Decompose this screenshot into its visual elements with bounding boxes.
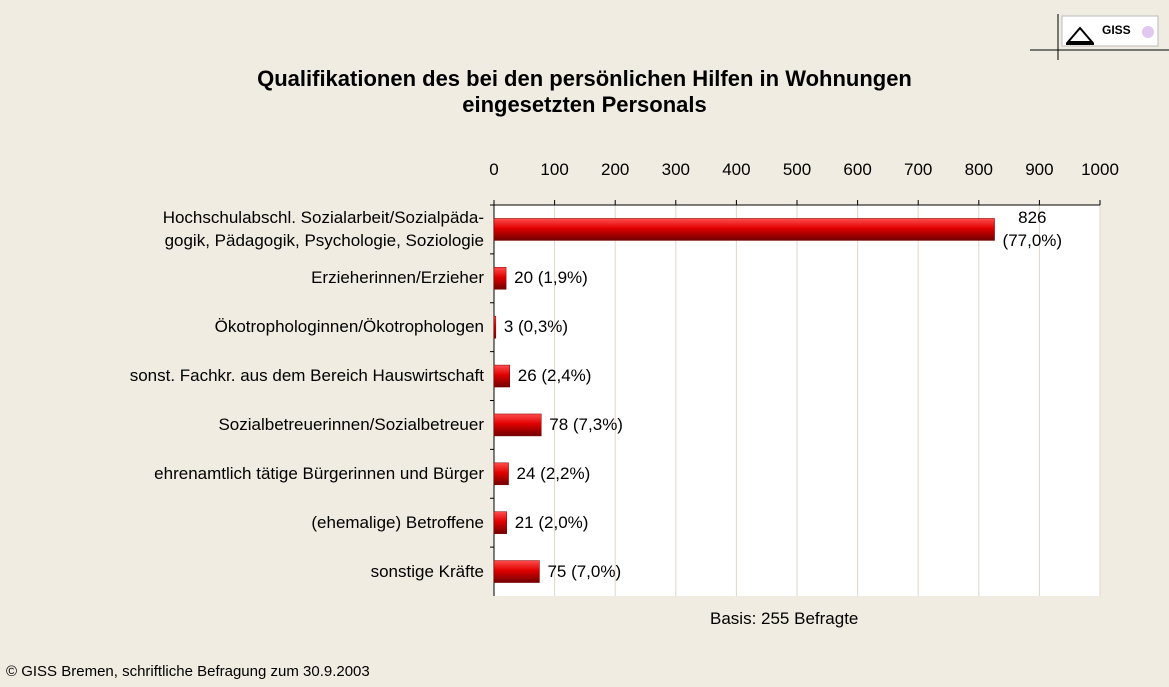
- value-label: 24 (2,2%): [516, 463, 591, 483]
- bar: [493, 364, 511, 388]
- x-tick-label: 600: [843, 160, 872, 179]
- value-label: 3 (0,3%): [503, 317, 569, 337]
- x-tick-label: 200: [601, 160, 630, 179]
- value-label: 75 (7,0%): [547, 561, 622, 581]
- bar: [493, 267, 507, 290]
- x-tick-label: 1000: [1081, 160, 1119, 179]
- y-tick-label: ehrenamtlich tätige Bürgerinnen und Bürg…: [154, 463, 484, 483]
- bar: [493, 511, 507, 534]
- y-tick-label: (ehemalige) Betroffene: [311, 512, 484, 532]
- y-tick-label: Ökotrophologinnen/Ökotrophologen: [214, 317, 484, 337]
- chart-title: Qualifikationen des bei den persönlichen…: [257, 66, 912, 118]
- note: Basis: 255 Befragte: [710, 609, 859, 628]
- bar: [493, 218, 995, 241]
- value-label: 20 (1,9%): [514, 268, 588, 288]
- y-tick-label: Erzieherinnen/Erzieher: [311, 268, 484, 288]
- x-tick-label: 500: [782, 160, 812, 179]
- x-tick-label: 400: [722, 160, 751, 179]
- x-tick-label: 800: [964, 160, 993, 179]
- y-tick-label: sonst. Fachkr. aus dem Bereich Hauswirts…: [129, 366, 484, 386]
- source: © GISS Bremen, schriftliche Befragung zu…: [6, 663, 370, 680]
- bar: [493, 413, 542, 437]
- bar: [493, 560, 540, 583]
- y-tick-label: Hochschulabschl. Sozialarbeit/Sozialpäda…: [162, 208, 484, 250]
- x-tick-label: 700: [904, 160, 933, 179]
- logo-frame: [1030, 14, 1169, 60]
- value-label: 826 (77,0%): [1002, 208, 1063, 250]
- logo-text: GISS: [1102, 23, 1131, 37]
- bar: [493, 315, 497, 339]
- bar: [493, 462, 509, 486]
- value-label: 21 (2,0%): [514, 512, 589, 532]
- value-label: 26 (2,4%): [517, 366, 592, 386]
- x-tick-label: 100: [540, 160, 569, 179]
- value-label: 78 (7,3%): [549, 414, 623, 434]
- x-tick-label: 300: [661, 160, 690, 179]
- x-tick-label: 0: [489, 160, 499, 179]
- y-tick-label: sonstige Kräfte: [370, 561, 484, 581]
- y-tick-label: Sozialbetreuerinnen/Sozialbetreuer: [218, 414, 484, 434]
- x-tick-label: 900: [1025, 160, 1054, 179]
